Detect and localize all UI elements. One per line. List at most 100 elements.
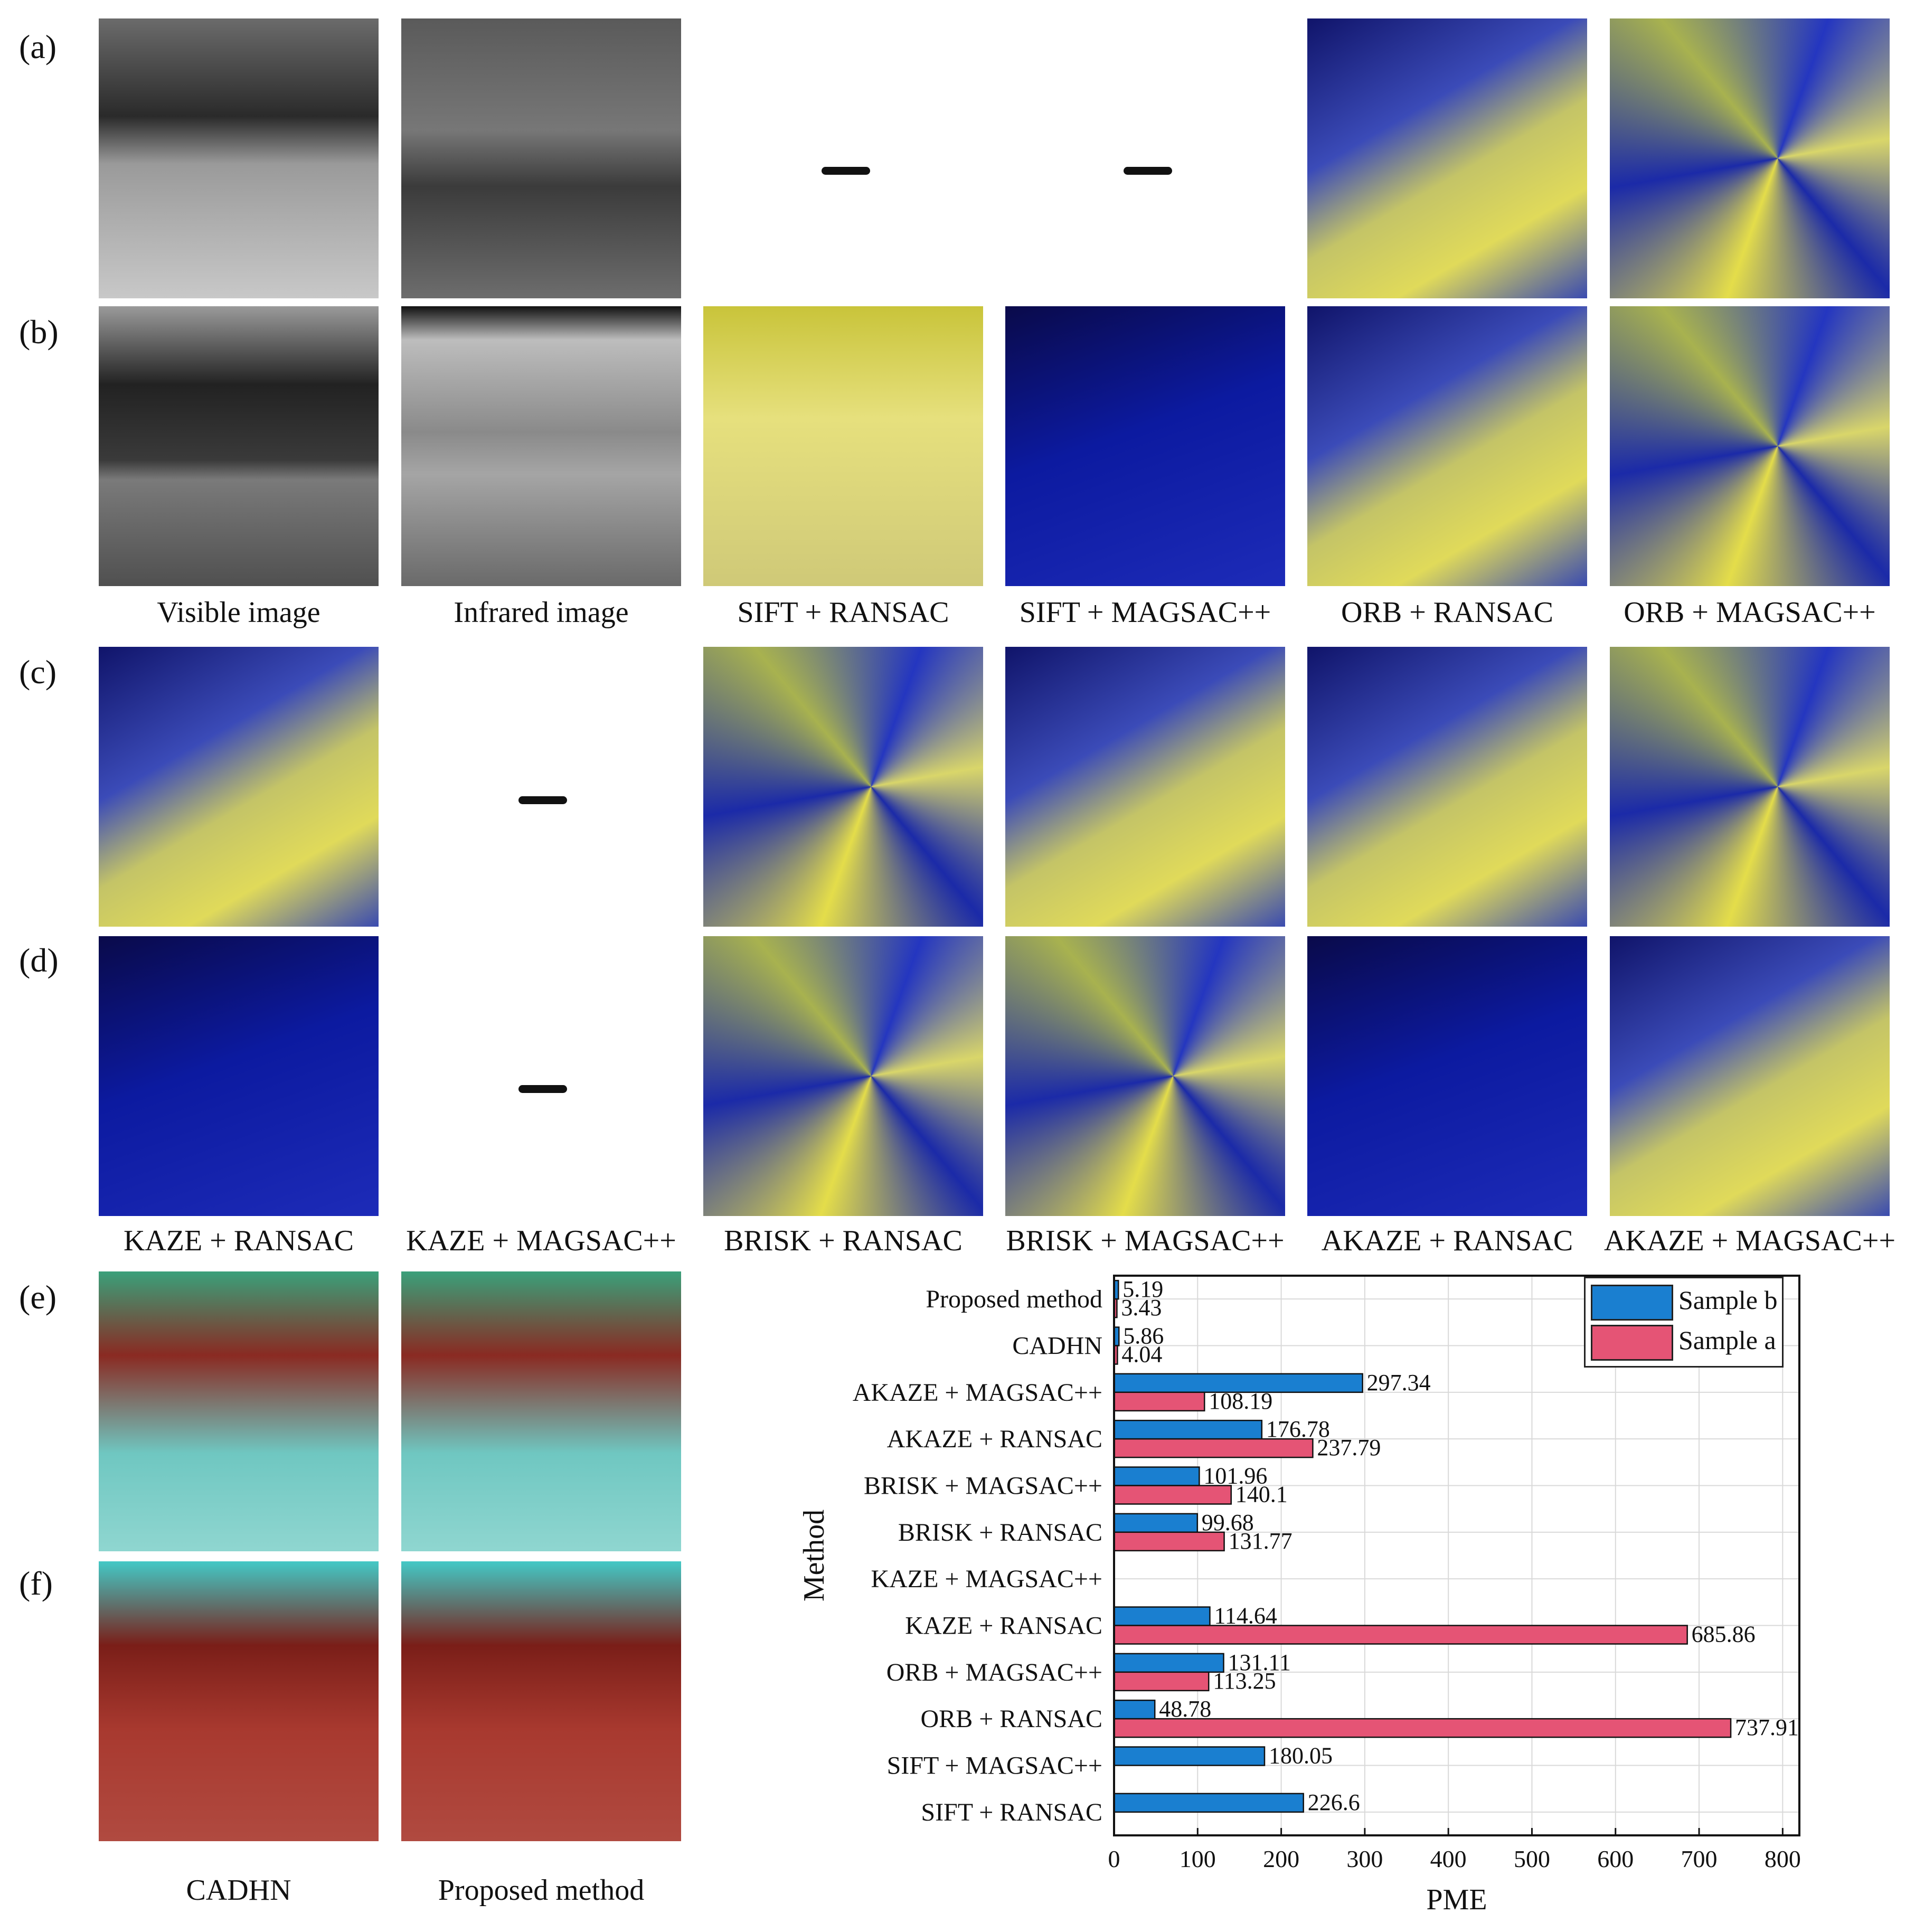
- bar-sample-b: [1113, 1373, 1363, 1393]
- caption-orb-ransac: ORB + RANSAC: [1341, 596, 1553, 629]
- bar-sample-a: [1113, 1671, 1210, 1692]
- legend-label-sample-b: Sample b: [1678, 1285, 1778, 1315]
- bar-sample-a: [1113, 1625, 1688, 1645]
- caption-brisk-magsac: BRISK + MAGSAC++: [1006, 1224, 1285, 1257]
- bar-sample-a: [1113, 1485, 1232, 1505]
- bar-sample-b: [1113, 1513, 1199, 1533]
- bar-sample-b: [1113, 1699, 1156, 1720]
- image-a-visible: [99, 18, 379, 298]
- caption-sift-magsac: SIFT + MAGSAC++: [1019, 596, 1271, 629]
- bar-sample-b: [1113, 1746, 1266, 1766]
- row-label-d: (d): [19, 941, 59, 979]
- image-d-brisk-magsac: [1005, 936, 1285, 1216]
- image-c-brisk-magsac: [1005, 647, 1285, 927]
- row-label-f: (f): [19, 1565, 53, 1602]
- caption-infrared-image: Infrared image: [454, 596, 629, 629]
- legend-swatch-sample-a: [1591, 1325, 1673, 1361]
- caption-orb-magsac: ORB + MAGSAC++: [1624, 596, 1876, 629]
- legend-label-sample-a: Sample a: [1678, 1325, 1776, 1355]
- category-label: Proposed method: [926, 1285, 1102, 1313]
- data-label-sample-a: 237.79: [1317, 1435, 1381, 1460]
- image-a-orb-ransac: [1307, 18, 1587, 298]
- data-label-sample-b: 99.68: [1202, 1510, 1254, 1535]
- data-label-sample-a: 108.19: [1209, 1388, 1272, 1414]
- image-d-akaze-ransac: [1307, 936, 1587, 1216]
- data-label-sample-a: 685.86: [1692, 1622, 1756, 1647]
- x-axis-title: PME: [1426, 1883, 1487, 1911]
- category-label: SIFT + MAGSAC++: [887, 1752, 1102, 1780]
- x-tick-label: 0: [1108, 1845, 1120, 1872]
- caption-brisk-ransac: BRISK + RANSAC: [724, 1224, 963, 1257]
- chart-legend: Sample b Sample a: [1584, 1277, 1784, 1368]
- row-label-e: (e): [19, 1278, 57, 1316]
- chart-x-ticks: 0 100 200 300 400 500 600 700 800: [1108, 1828, 1801, 1872]
- image-c-kaze-ransac: [99, 647, 379, 927]
- caption-cadhn: CADHN: [186, 1874, 291, 1907]
- bar-sample-a: [1113, 1391, 1205, 1412]
- data-label-sample-b: 101.96: [1203, 1463, 1267, 1489]
- image-e-cadhn: [99, 1271, 379, 1551]
- caption-proposed-method: Proposed method: [438, 1874, 645, 1907]
- category-label: BRISK + MAGSAC++: [864, 1472, 1102, 1500]
- x-tick-label: 600: [1597, 1845, 1634, 1872]
- data-label-sample-b: 176.78: [1266, 1416, 1330, 1442]
- x-tick-label: 300: [1346, 1845, 1383, 1872]
- x-tick-label: 200: [1263, 1845, 1299, 1872]
- data-label-sample-a: 3.43: [1121, 1295, 1162, 1321]
- missing-result-c-kaze-magsac: [518, 796, 567, 804]
- image-a-orb-magsac: [1610, 18, 1890, 298]
- image-b-orb-magsac: [1610, 306, 1890, 586]
- data-label-sample-a: 140.1: [1235, 1482, 1288, 1507]
- image-b-infrared: [401, 306, 681, 586]
- pme-bar-chart: 5.193.435.864.04 297.34 108.19176.78237.79…: [798, 1275, 1801, 1911]
- data-label-sample-a: 737.91: [1735, 1714, 1799, 1740]
- category-label: KAZE + RANSAC: [905, 1612, 1102, 1640]
- image-b-sift-magsac: [1005, 306, 1285, 586]
- image-e-proposed: [401, 1271, 681, 1551]
- caption-visible-image: Visible image: [157, 596, 320, 629]
- category-label: SIFT + RANSAC: [921, 1798, 1102, 1826]
- image-c-brisk-ransac: [703, 647, 983, 927]
- bar-sample-b: [1113, 1653, 1224, 1673]
- image-b-sift-ransac: [703, 306, 983, 586]
- image-b-orb-ransac: [1307, 306, 1587, 586]
- image-d-brisk-ransac: [703, 936, 983, 1216]
- image-f-cadhn: [99, 1561, 379, 1841]
- data-label-sample-b: 5.19: [1122, 1276, 1163, 1302]
- data-label-sample-b: 131.11: [1228, 1650, 1291, 1675]
- data-label-sample-b: 48.78: [1159, 1696, 1211, 1722]
- data-label-sample-a: 4.04: [1121, 1342, 1162, 1368]
- missing-result-a-sift-magsac: [1124, 167, 1172, 175]
- plot-frame: [1113, 1275, 1800, 1836]
- x-tick-label: 400: [1430, 1845, 1467, 1872]
- category-label: AKAZE + RANSAC: [887, 1425, 1102, 1453]
- missing-result-a-sift-ransac: [822, 167, 870, 175]
- bar-sample-b: [1113, 1419, 1263, 1440]
- data-label-sample-a: 131.77: [1229, 1528, 1293, 1554]
- image-a-infrared: [401, 18, 681, 298]
- image-c-akaze-ransac: [1307, 647, 1587, 927]
- data-label-sample-b: 114.64: [1214, 1603, 1277, 1629]
- image-f-proposed: [401, 1561, 681, 1841]
- legend-swatch-sample-b: [1591, 1285, 1673, 1321]
- y-axis-title: Method: [798, 1510, 831, 1601]
- data-label-sample-b: 180.05: [1269, 1743, 1333, 1769]
- bar-sample-b: [1113, 1793, 1304, 1813]
- caption-sift-ransac: SIFT + RANSAC: [737, 596, 949, 629]
- data-label-sample-b: 226.6: [1308, 1789, 1360, 1815]
- missing-result-d-kaze-magsac: [518, 1085, 567, 1093]
- bar-sample-a: [1113, 1718, 1732, 1738]
- x-tick-label: 500: [1514, 1845, 1550, 1872]
- image-d-kaze-ransac: [99, 936, 379, 1216]
- caption-akaze-ransac: AKAZE + RANSAC: [1321, 1224, 1573, 1257]
- x-tick-label: 100: [1180, 1845, 1216, 1872]
- category-label: ORB + MAGSAC++: [886, 1658, 1102, 1686]
- caption-kaze-magsac: KAZE + MAGSAC++: [406, 1224, 676, 1257]
- bar-sample-b: [1113, 1606, 1211, 1626]
- bar-sample-a: [1113, 1438, 1314, 1458]
- data-label-sample-a: 113.25: [1213, 1668, 1276, 1694]
- category-label: KAZE + MAGSAC++: [871, 1565, 1102, 1593]
- row-label-a: (a): [19, 28, 57, 65]
- category-label: CADHN: [1012, 1332, 1102, 1360]
- chart-bars: [1113, 1279, 1732, 1813]
